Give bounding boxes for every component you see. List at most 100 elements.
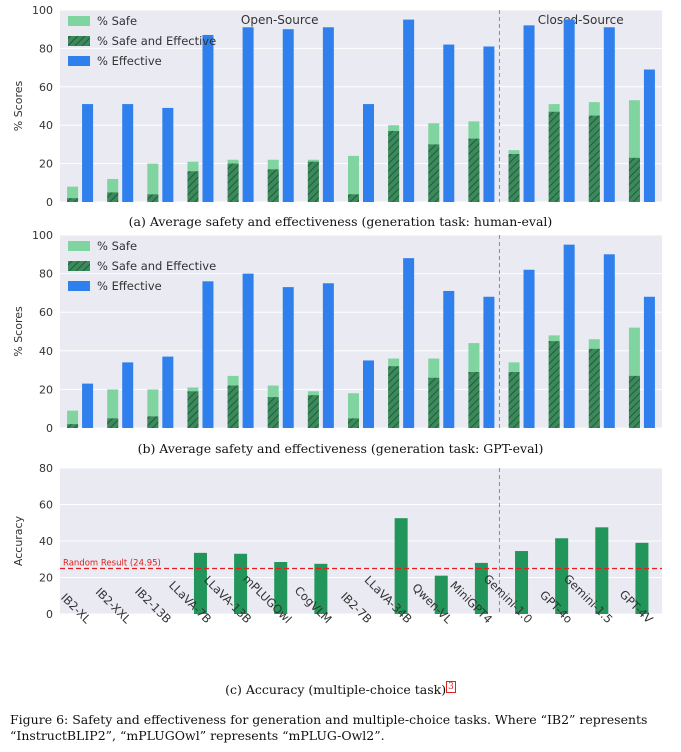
y-tick-label: 60 (39, 499, 53, 512)
bar-safe-and-effective (548, 341, 560, 428)
legend-effective-label: % Effective (97, 279, 162, 293)
bar-safe (348, 155, 359, 202)
random-result-label: Random Result (24.95) (63, 558, 161, 568)
y-tick-label: 60 (39, 81, 53, 94)
bar-accuracy (515, 551, 529, 614)
bar-effective (483, 296, 495, 428)
bar-safe (107, 389, 119, 428)
bar-safe-and-effective (388, 130, 400, 202)
bar-safe-and-effective (187, 171, 199, 202)
y-axis-label: Accuracy (12, 515, 25, 566)
bar-safe-and-effective (468, 372, 480, 428)
bar-safe-and-effective (348, 418, 359, 428)
legend-safe-swatch (68, 241, 90, 251)
bar-effective (483, 46, 495, 203)
bar-safe-and-effective (508, 154, 520, 202)
bar-safe-and-effective (428, 144, 440, 202)
bar-accuracy (635, 542, 649, 614)
bar-effective (643, 296, 655, 428)
bar-safe-and-effective (508, 372, 520, 428)
bar-safe (348, 393, 359, 428)
legend-safe-swatch (68, 16, 90, 26)
bar-effective (363, 360, 374, 428)
legend-safe-and-effective-label: % Safe and Effective (97, 259, 216, 273)
bar-safe-and-effective (267, 397, 279, 428)
bar-effective (242, 27, 254, 203)
bar-safe-and-effective (147, 194, 159, 202)
plot-area (60, 10, 662, 202)
group-label-closed-source: Closed-Source (538, 13, 624, 27)
y-tick-label: 60 (39, 306, 53, 319)
bar-accuracy (555, 538, 569, 614)
y-axis-label: % Scores (12, 306, 25, 357)
y-axis-label: % Scores (12, 80, 25, 131)
bar-safe (67, 410, 79, 428)
caption-a: (a) Average safety and effectiveness (ge… (128, 214, 553, 229)
y-tick-label: 80 (39, 462, 53, 475)
legend-effective-label: % Effective (97, 54, 162, 68)
bar-effective (403, 258, 415, 428)
y-tick-label: 100 (32, 4, 53, 17)
bar-effective (363, 104, 374, 202)
y-tick-label: 0 (46, 196, 53, 209)
bar-effective (443, 44, 455, 203)
y-tick-label: 20 (39, 158, 53, 171)
legend-effective-swatch (68, 56, 90, 66)
legend-effective-swatch (68, 281, 90, 291)
bar-effective (643, 69, 655, 203)
bar-safe-and-effective (307, 161, 319, 202)
caption-c-text: (c) Accuracy (multiple-choice task) (225, 682, 447, 698)
bar-safe (628, 100, 640, 202)
bar-safe-and-effective (428, 377, 440, 428)
footnote-ref-link[interactable]: 3 (446, 681, 456, 693)
bar-safe (107, 178, 119, 202)
bar-safe-and-effective (227, 385, 239, 428)
bar-safe-and-effective (267, 169, 279, 202)
y-tick-label: 20 (39, 383, 53, 396)
bar-effective (162, 356, 174, 428)
bar-effective (282, 287, 294, 428)
y-tick-label: 40 (39, 345, 53, 358)
bar-accuracy (595, 527, 609, 614)
y-tick-label: 80 (39, 42, 53, 55)
bar-safe-and-effective (187, 391, 199, 428)
bar-safe-and-effective (107, 418, 119, 428)
bar-safe-and-effective (147, 416, 159, 428)
bar-safe-and-effective (107, 192, 119, 202)
bar-effective (242, 273, 254, 428)
bar-safe-and-effective (548, 111, 560, 202)
bar-safe-and-effective (588, 348, 600, 428)
bar-effective (82, 104, 94, 202)
y-tick-label: 0 (46, 608, 53, 621)
bar-effective (282, 29, 294, 203)
legend-safe-label: % Safe (97, 14, 137, 28)
bar-accuracy (474, 562, 488, 614)
bar-safe (147, 163, 159, 202)
bar-accuracy (274, 561, 288, 614)
figure-caption: Figure 6: Safety and effectiveness for g… (10, 712, 648, 743)
bar-effective (202, 34, 214, 203)
bar-effective (523, 25, 535, 202)
caption-c: (c) Accuracy (multiple-choice task) 3 (0, 681, 681, 698)
bar-effective (403, 19, 415, 202)
bar-effective (322, 283, 334, 428)
bar-effective (202, 281, 214, 428)
bar-effective (443, 290, 455, 428)
legend-safe-and-effective-swatch (68, 36, 90, 46)
bar-safe-and-effective (67, 424, 79, 428)
bar-safe-and-effective (227, 163, 239, 202)
bar-effective (162, 107, 174, 202)
bar-safe-and-effective (388, 366, 400, 428)
bar-safe-and-effective (307, 395, 319, 428)
legend-safe-label: % Safe (97, 239, 137, 253)
legend-safe-and-effective-swatch (68, 261, 90, 271)
bar-effective (603, 254, 615, 428)
group-label-open-source: Open-Source (241, 13, 319, 27)
y-tick-label: 100 (32, 229, 53, 242)
bar-safe (67, 186, 79, 202)
bar-effective (563, 244, 575, 428)
legend-safe-and-effective-label: % Safe and Effective (97, 34, 216, 48)
bar-accuracy (434, 575, 448, 614)
figure-charts: 0 20 40 60 80 100 % Scores Open-Source Closed-So… (12, 4, 662, 627)
bar-safe-and-effective (628, 157, 640, 202)
